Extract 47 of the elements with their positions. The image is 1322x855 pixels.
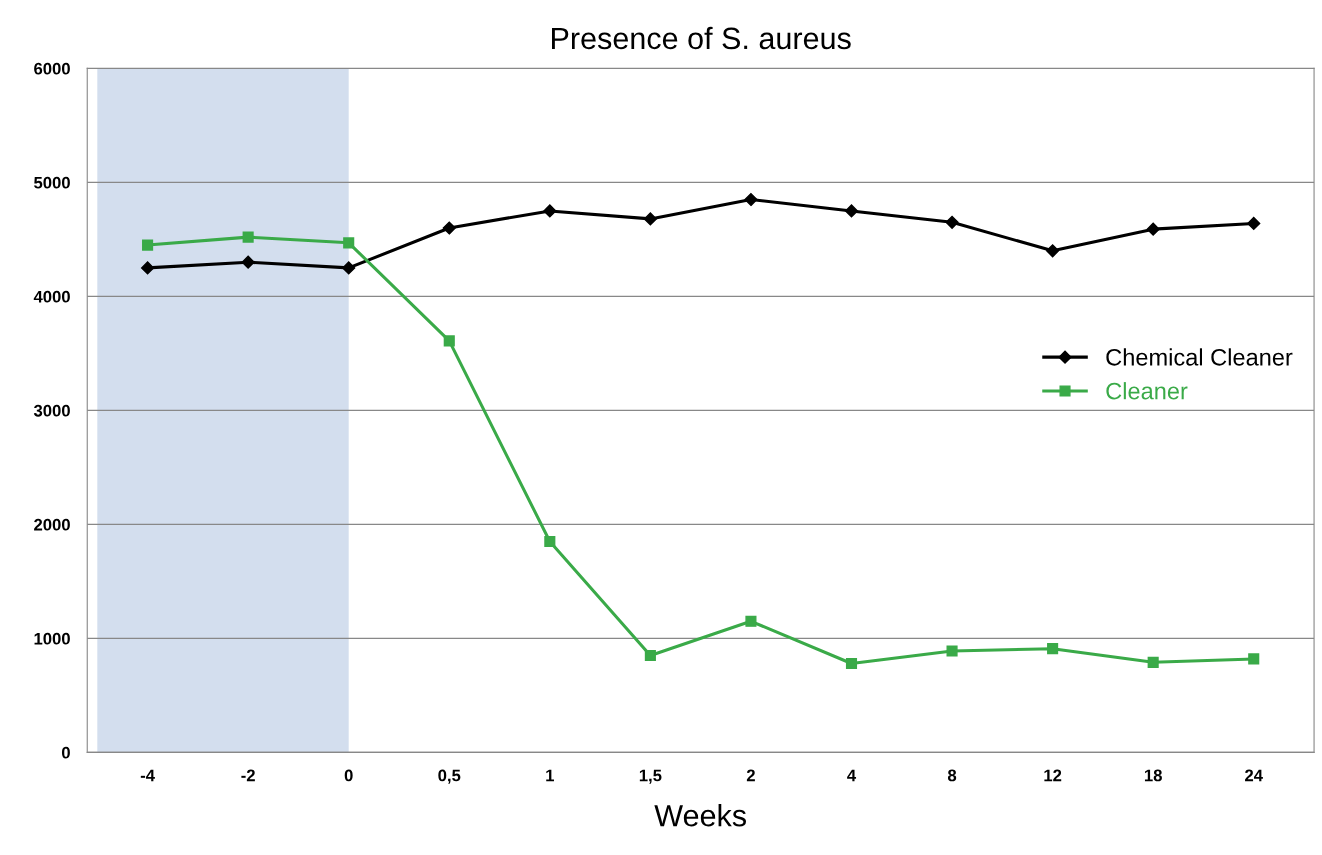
point: [342, 261, 356, 275]
point: [643, 212, 657, 226]
y-tick-label: 5000: [34, 176, 70, 189]
legend-label: Chemical Cleaner: [1106, 348, 1293, 366]
y-tick-label: 4000: [33, 290, 70, 303]
point: [544, 535, 556, 548]
point: [745, 615, 757, 627]
x-tick-label: -2: [241, 769, 255, 782]
x-tick-label: 18: [1144, 769, 1162, 782]
point: [1046, 244, 1060, 258]
point: [844, 204, 859, 218]
y-tick-label: 3000: [33, 404, 70, 417]
x-tick-label: 24: [1245, 769, 1263, 782]
y-tick-label: 6000: [34, 62, 70, 75]
point: [1047, 643, 1059, 655]
y-tick-label: 2000: [34, 518, 70, 531]
point: [744, 192, 758, 207]
point: [946, 645, 958, 657]
x-tick-label: 1,5: [639, 769, 662, 784]
point: [343, 237, 355, 249]
x-tick-label: 2: [746, 769, 755, 782]
x-tick-label: -4: [140, 769, 155, 782]
point: [140, 261, 155, 275]
x-tick-label: 1: [546, 769, 554, 782]
point: [1247, 216, 1261, 231]
point: [1147, 656, 1159, 668]
point: [1146, 222, 1160, 236]
x-tick-label: 4: [847, 769, 857, 782]
x-tick-label: 0: [344, 769, 353, 782]
point: [443, 335, 455, 347]
x-tick-label: 0,5: [438, 769, 461, 784]
x-tick-label: 8: [947, 769, 957, 782]
point: [945, 215, 959, 229]
y-tick-label: 1000: [34, 632, 70, 645]
point: [242, 231, 254, 243]
point: [1248, 653, 1260, 665]
legend-label: Cleaner: [1106, 382, 1188, 400]
x-tick-label: 12: [1044, 769, 1062, 782]
point: [644, 649, 656, 662]
y-tick-label: 0: [61, 746, 70, 759]
point: [241, 255, 255, 269]
chart-title: Presence of S. aureus: [552, 26, 851, 50]
point: [845, 657, 858, 670]
point: [142, 239, 154, 251]
point: [442, 221, 456, 235]
x-axis-title: Weeks: [654, 804, 746, 827]
point: [543, 204, 557, 218]
